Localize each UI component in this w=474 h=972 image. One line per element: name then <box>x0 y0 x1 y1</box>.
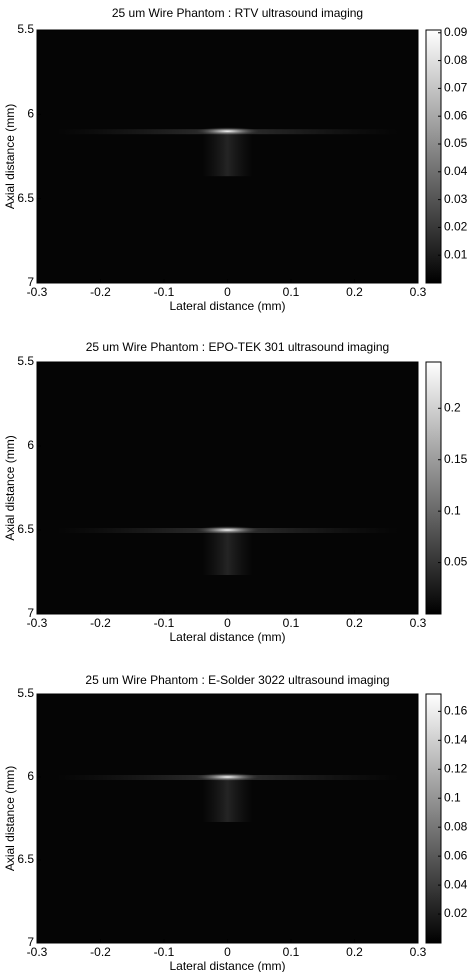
colorbar <box>425 361 442 615</box>
x-tick-label: 0.3 <box>410 945 427 959</box>
chart-title: 25 um Wire Phantom : E-Solder 3022 ultra… <box>85 673 389 687</box>
x-tick-label: 0.3 <box>410 285 427 299</box>
peak <box>195 773 260 781</box>
x-tick-label: 0 <box>224 285 231 299</box>
colorbar-tick-label: 0.01 <box>444 247 468 261</box>
x-tick-label: 0.1 <box>283 285 300 299</box>
y-tick-label: 6 <box>27 769 34 783</box>
x-axis-label: Lateral distance (mm) <box>169 959 285 972</box>
x-tick-label: -0.1 <box>154 616 175 630</box>
y-axis-label: Axial distance (mm) <box>3 435 17 540</box>
y-tick-label: 6 <box>27 107 34 121</box>
colorbar <box>425 29 442 284</box>
x-tick-label: -0.3 <box>27 945 48 959</box>
peak <box>195 127 260 136</box>
colorbar-tick-label: 0.02 <box>444 220 468 234</box>
colorbar-tick-label: 0.04 <box>444 164 468 178</box>
x-tick-label: 0.2 <box>346 285 363 299</box>
y-tick-label: 6.5 <box>17 191 34 205</box>
x-tick-label: -0.2 <box>90 285 111 299</box>
colorbar-tick-label: 0.06 <box>444 108 468 122</box>
colorbar-tick-label: 0.15 <box>444 452 468 466</box>
colorbar-tick-label: 0.1 <box>444 503 461 517</box>
colorbar-tick-label: 0.05 <box>444 555 468 569</box>
colorbar-tick-label: 0.1 <box>444 790 461 804</box>
colorbar-tick-label: 0.05 <box>444 136 468 150</box>
echo-tail <box>202 131 253 177</box>
y-tick-label: 5.5 <box>17 22 34 36</box>
x-tick-label: -0.2 <box>90 945 111 959</box>
colorbar-tick-label: 0.14 <box>444 732 468 746</box>
colorbar <box>425 693 442 944</box>
colorbar-tick-label: 0.2 <box>444 400 461 414</box>
y-tick-label: 7 <box>27 275 34 289</box>
x-tick-label: 0.2 <box>346 945 363 959</box>
x-tick-label: 0.1 <box>283 945 300 959</box>
colorbar-tick-label: 0.04 <box>444 877 468 891</box>
x-tick-label: 0.3 <box>410 616 427 630</box>
echo-tail <box>202 530 253 575</box>
x-tick-label: 0.1 <box>283 616 300 630</box>
chart-title: 25 um Wire Phantom : RTV ultrasound imag… <box>112 6 363 20</box>
y-axis-label: Axial distance (mm) <box>3 104 17 209</box>
colorbar-tick-label: 0.09 <box>444 25 468 39</box>
colorbar-tick-label: 0.02 <box>444 906 468 920</box>
y-tick-label: 6 <box>27 438 34 452</box>
y-tick-label: 7 <box>27 606 34 620</box>
x-axis-label: Lateral distance (mm) <box>169 299 285 313</box>
y-tick-label: 6.5 <box>17 852 34 866</box>
x-tick-label: 0 <box>224 616 231 630</box>
y-tick-label: 7 <box>27 935 34 949</box>
colorbar-tick-label: 0.07 <box>444 81 468 95</box>
y-tick-label: 5.5 <box>17 354 34 368</box>
colorbar-tick-label: 0.08 <box>444 53 468 67</box>
y-tick-label: 5.5 <box>17 686 34 700</box>
colorbar-tick-label: 0.08 <box>444 819 468 833</box>
echo-tail <box>202 777 253 822</box>
x-tick-label: -0.3 <box>27 616 48 630</box>
colorbar-tick-label: 0.16 <box>444 704 468 718</box>
x-tick-label: 0.2 <box>346 616 363 630</box>
x-tick-label: -0.3 <box>27 285 48 299</box>
colorbar-tick-label: 0.03 <box>444 192 468 206</box>
colorbar-tick-label: 0.06 <box>444 848 468 862</box>
y-tick-label: 6.5 <box>17 522 34 536</box>
x-tick-label: -0.1 <box>154 285 175 299</box>
x-axis-label: Lateral distance (mm) <box>169 630 285 644</box>
chart-title: 25 um Wire Phantom : EPO-TEK 301 ultraso… <box>86 340 389 354</box>
y-axis-label: Axial distance (mm) <box>3 766 17 871</box>
peak <box>195 526 260 534</box>
x-tick-label: 0 <box>224 945 231 959</box>
colorbar-tick-label: 0.12 <box>444 761 468 775</box>
x-tick-label: -0.1 <box>154 945 175 959</box>
image-area <box>37 362 418 614</box>
x-tick-label: -0.2 <box>90 616 111 630</box>
